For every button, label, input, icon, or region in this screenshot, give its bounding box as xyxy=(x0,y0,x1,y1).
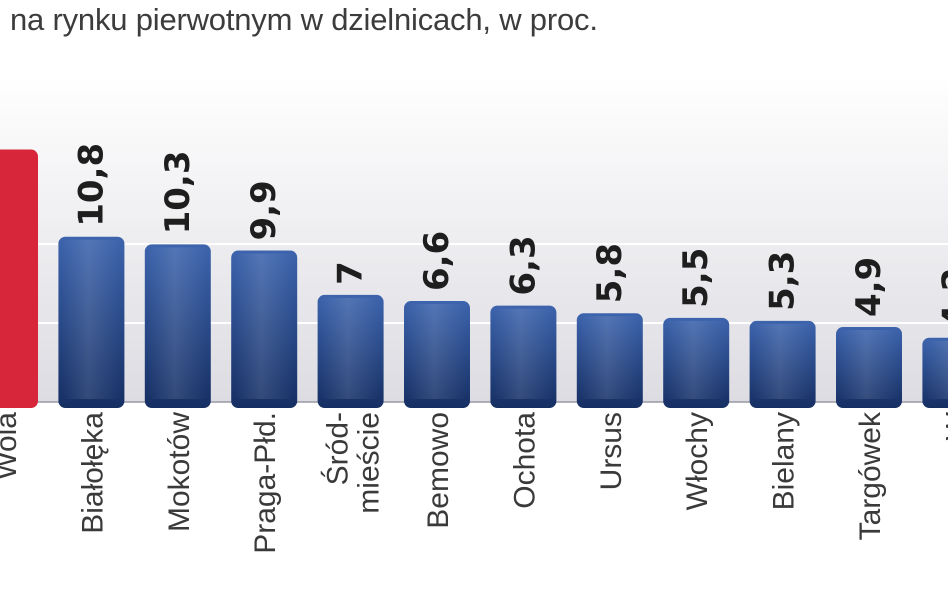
bar-highlight xyxy=(666,320,727,399)
value-label: 6,6 xyxy=(417,231,457,291)
bar-highlight xyxy=(147,247,208,399)
bar-highlight xyxy=(839,330,899,399)
category-label: Białołęka xyxy=(76,412,109,534)
category-label: Bielany xyxy=(768,412,801,510)
category-label: Ursus xyxy=(595,412,628,490)
bar-highlight xyxy=(925,340,948,399)
value-label: 5,8 xyxy=(590,243,630,303)
category-label: Bemowo xyxy=(422,412,455,529)
value-label: 10,8 xyxy=(71,143,111,227)
category-label: Śród- xyxy=(321,412,355,485)
value-label: 4,2 xyxy=(935,268,948,328)
bar-highlight xyxy=(320,297,381,399)
bar-highlight xyxy=(61,239,122,399)
value-label: 4,9 xyxy=(849,257,889,317)
category-label: Praga-Płd. xyxy=(249,412,282,554)
category-label: W xyxy=(940,411,948,440)
category-label: Targówek xyxy=(854,411,887,540)
category-label: Włochy xyxy=(681,412,714,510)
value-label: 6,3 xyxy=(503,235,543,295)
value-label: 9,9 xyxy=(244,180,284,240)
bar xyxy=(0,149,38,408)
value-label: 7 xyxy=(331,261,371,285)
bar-highlight xyxy=(579,316,640,399)
category-label: Mokotów xyxy=(163,412,196,532)
category-label: mieście xyxy=(353,412,386,514)
category-label: Ochota xyxy=(508,412,541,509)
bar-highlight xyxy=(407,304,467,399)
value-label: 10,3 xyxy=(158,151,198,235)
bar-highlight xyxy=(234,253,295,399)
value-label: 5,5 xyxy=(676,248,716,308)
bar-highlight xyxy=(493,308,554,399)
chart-subtitle: na rynku pierwotnym w dzielnicach, w pro… xyxy=(10,2,598,37)
bar-highlight xyxy=(752,323,813,399)
category-label: Wola xyxy=(0,412,23,480)
value-label: 5,3 xyxy=(763,251,803,311)
